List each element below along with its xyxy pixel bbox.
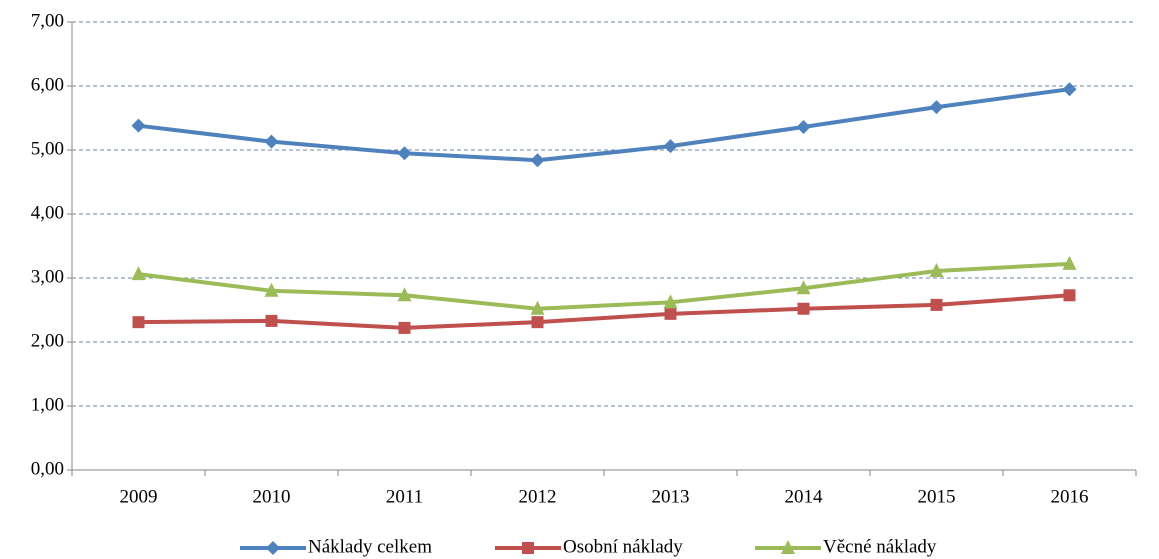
x-tick-label: 2012	[519, 486, 557, 507]
series-line	[138, 293, 1070, 330]
data-point	[663, 294, 678, 309]
legend-marker	[266, 541, 280, 555]
data-point	[929, 262, 944, 277]
data-point	[530, 153, 545, 168]
x-tick-label: 2009	[120, 486, 158, 507]
data-point	[796, 280, 811, 295]
x-tick-label: 2013	[652, 486, 690, 507]
data-point	[397, 287, 412, 302]
legend-label: Náklady celkem	[308, 536, 432, 557]
data-point	[530, 300, 545, 315]
y-tick-label: 2,00	[31, 330, 64, 351]
legend-label: Osobní náklady	[563, 536, 683, 557]
data-point	[132, 316, 145, 329]
data-point	[265, 314, 278, 327]
legend-label: Věcné náklady	[823, 536, 937, 557]
series-line	[138, 87, 1070, 163]
data-point	[664, 307, 677, 320]
series-line	[138, 261, 1070, 311]
x-tick-label: 2011	[386, 486, 423, 507]
data-point	[531, 316, 544, 329]
data-point	[131, 266, 146, 281]
x-tick-label: 2016	[1051, 486, 1089, 507]
data-point	[397, 146, 412, 161]
data-point	[929, 100, 944, 115]
x-tick-label: 2010	[253, 486, 291, 507]
y-tick-label: 4,00	[31, 202, 64, 223]
data-point	[1062, 82, 1077, 97]
y-tick-label: 5,00	[31, 138, 64, 159]
legend-marker	[781, 540, 795, 554]
data-point	[131, 118, 146, 133]
y-tick-label: 0,00	[31, 458, 64, 479]
y-tick-label: 3,00	[31, 266, 64, 287]
legend-marker	[522, 542, 534, 554]
y-tick-label: 1,00	[31, 394, 64, 415]
y-tick-label: 7,00	[31, 10, 64, 31]
data-point	[797, 302, 810, 315]
data-point	[264, 134, 279, 149]
data-point	[1063, 289, 1076, 302]
x-tick-label: 2014	[785, 486, 824, 507]
data-point	[398, 321, 411, 334]
data-point	[930, 298, 943, 311]
data-point	[264, 282, 279, 297]
y-tick-label: 6,00	[31, 74, 64, 95]
data-point	[796, 119, 811, 134]
x-tick-label: 2015	[918, 486, 956, 507]
data-point	[1062, 255, 1077, 270]
data-point	[663, 139, 678, 154]
